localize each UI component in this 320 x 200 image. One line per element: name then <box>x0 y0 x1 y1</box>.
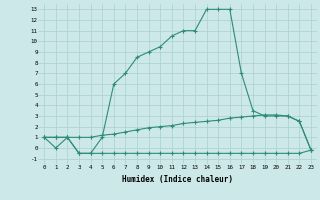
X-axis label: Humidex (Indice chaleur): Humidex (Indice chaleur) <box>122 175 233 184</box>
